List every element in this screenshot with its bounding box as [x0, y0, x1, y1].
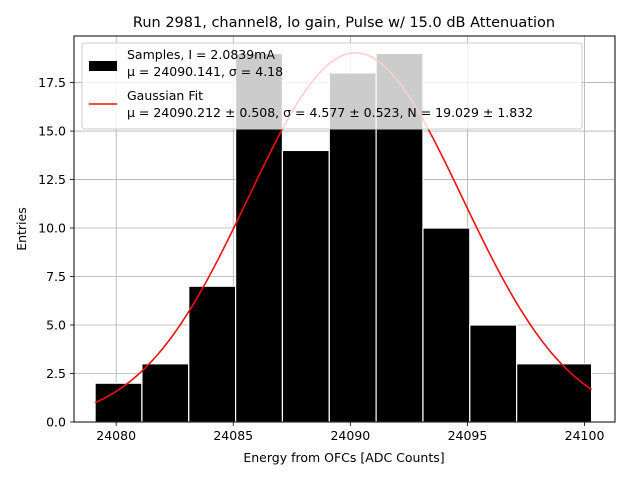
x-tick-label: 24100 [565, 428, 605, 443]
y-tick-label: 5.0 [46, 318, 66, 333]
x-axis-label: Energy from OFCs [ADC Counts] [243, 450, 444, 465]
y-axis-label: Entries [14, 207, 29, 251]
y-tick-label: 17.5 [38, 75, 66, 90]
y-tick-label: 0.0 [46, 415, 66, 430]
legend: Samples, I = 2.0839mA μ = 24090.141, σ =… [81, 42, 583, 130]
histogram-bar [328, 72, 377, 423]
legend-fit-label: Gaussian Fit [127, 88, 203, 103]
x-tick-label: 24085 [213, 428, 253, 443]
chart-title: Run 2981, channel8, lo gain, Pulse w/ 15… [133, 15, 555, 31]
x-axis-ticks: 24080 24085 24090 24095 24100 [96, 422, 604, 443]
x-tick-label: 24090 [330, 428, 370, 443]
y-tick-label: 7.5 [46, 269, 66, 284]
x-tick-label: 24080 [96, 428, 136, 443]
legend-fit-stats: μ = 24090.212 ± 0.508, σ = 4.577 ± 0.523… [127, 105, 533, 120]
histogram-bar [281, 149, 330, 423]
legend-samples-swatch [89, 61, 117, 71]
histogram-bar [188, 285, 237, 423]
legend-box [81, 42, 583, 130]
y-tick-label: 15.0 [38, 124, 66, 139]
y-axis-ticks: 0.0 2.5 5.0 7.5 10.0 12.5 15.0 17.5 [38, 75, 74, 430]
x-tick-label: 24095 [448, 428, 488, 443]
histogram-bar [141, 363, 190, 423]
histogram-bar [469, 324, 518, 423]
y-tick-label: 12.5 [38, 172, 66, 187]
histogram-bar [516, 363, 593, 423]
legend-samples-label: Samples, I = 2.0839mA [127, 47, 275, 62]
legend-samples-stats: μ = 24090.141, σ = 4.18 [127, 64, 283, 79]
histogram-bar [422, 227, 471, 423]
plot-frame [73, 35, 616, 423]
y-tick-label: 10.0 [38, 221, 66, 236]
y-tick-label: 2.5 [46, 366, 66, 381]
